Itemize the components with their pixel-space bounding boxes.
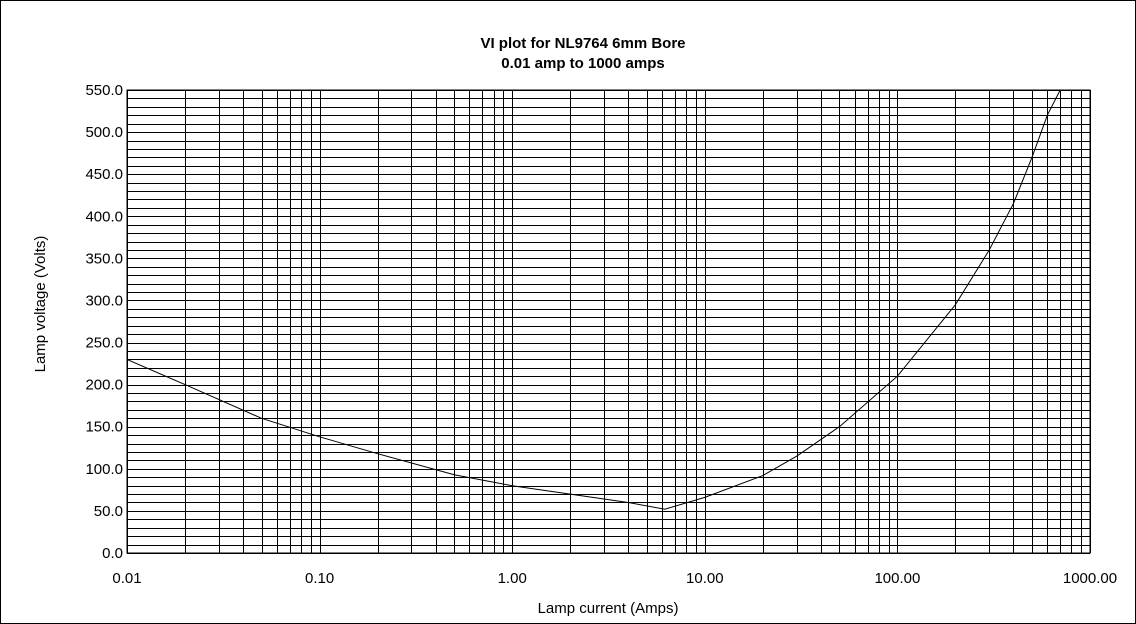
y-tick-label: 0.0 (102, 545, 123, 562)
y-tick-label: 300.0 (85, 292, 123, 309)
x-tick-label: 1.00 (498, 570, 527, 587)
x-minor-gridlines (185, 90, 1082, 553)
chart-subtitle: 0.01 amp to 1000 amps (501, 55, 664, 72)
series-layer (126, 89, 1061, 510)
y-tick-label: 500.0 (85, 124, 123, 141)
y-tick-label: 350.0 (85, 250, 123, 267)
y-tick-label: 150.0 (85, 419, 123, 436)
y-tick-label: 100.0 (85, 461, 123, 478)
y-gridlines (127, 90, 1090, 554)
x-tick-label: 0.01 (112, 570, 141, 587)
y-axis-label: Lamp voltage (Volts) (32, 236, 49, 373)
x-tick-label: 100.00 (874, 570, 920, 587)
y-tick-labels: 0.0 50.0 100.0 150.0 200.0 250.0 300.0 350.0 400… (85, 82, 123, 562)
chart-title: VI plot for NL9764 6mm Bore (480, 35, 685, 52)
y-tick-label: 50.0 (94, 503, 123, 520)
series-line (126, 89, 1061, 510)
x-axis-label: Lamp current (Amps) (538, 600, 679, 617)
y-tick-label: 550.0 (85, 82, 123, 99)
plot-area-border (126, 89, 1091, 554)
y-tick-label: 450.0 (85, 166, 123, 183)
y-tick-label: 400.0 (85, 208, 123, 225)
y-tick-label: 200.0 (85, 377, 123, 394)
x-tick-label: 1000.00 (1063, 570, 1117, 587)
y-tick-label: 250.0 (85, 335, 123, 352)
x-major-gridlines (127, 90, 1091, 553)
x-tick-labels: 0.01 0.10 1.00 10.00 100.00 1000.00 (112, 570, 1117, 587)
x-tick-label: 10.00 (686, 570, 724, 587)
x-tick-label: 0.10 (305, 570, 334, 587)
